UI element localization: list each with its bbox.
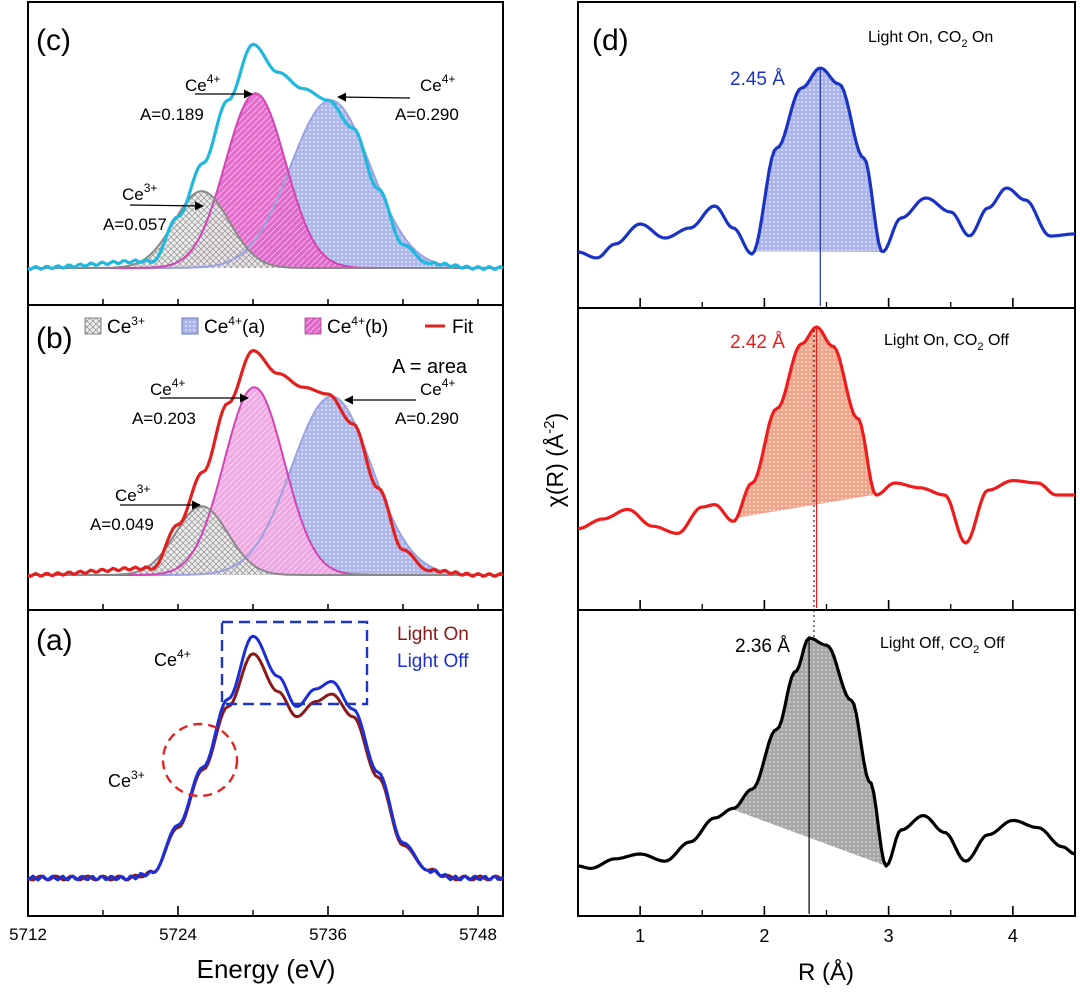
b-ce3-species: Ce3+ bbox=[115, 482, 150, 505]
fit-line bbox=[27, 42, 504, 271]
panel-a: (a) Ce4+ Ce3+ Light On Light Off bbox=[27, 620, 505, 882]
c-ce4a-species: Ce4+ bbox=[420, 72, 455, 95]
panel-label-a: (a) bbox=[36, 624, 73, 657]
d-row3-condition: Light Off, CO2 Off bbox=[880, 635, 1005, 656]
c-ce3-area: A=0.057 bbox=[103, 215, 167, 234]
b-area-note: A = area bbox=[392, 356, 468, 378]
ce4-region-box bbox=[220, 620, 369, 706]
a-spectra bbox=[27, 634, 505, 882]
light-off-line bbox=[27, 634, 505, 882]
legend-light-off: Light Off bbox=[397, 651, 469, 672]
b-ce3-area: A=0.049 bbox=[90, 515, 154, 534]
panel-label-c: (c) bbox=[36, 24, 71, 57]
legend-label-ce4a: Ce4+(a) bbox=[204, 314, 265, 338]
d-row2-distance: 2.42 Å bbox=[730, 332, 785, 353]
c-ce4a-area: A=0.290 bbox=[395, 105, 459, 124]
component-area-ce4b bbox=[28, 93, 503, 268]
panel-b: (b) Ce3+ Ce4+(a) Ce4+(b) Fit A = area Ce… bbox=[27, 314, 504, 578]
panel-label-d: (d) bbox=[592, 24, 629, 57]
panel-c: (c) Ce4+ A=0.189 Ce4+ A=0.290 Ce3+ A=0.0… bbox=[27, 24, 504, 271]
d-rdf-plots bbox=[577, 66, 1076, 914]
left-panels: (c) Ce4+ A=0.189 Ce4+ A=0.290 Ce3+ A=0.0… bbox=[9, 1, 505, 984]
c-ce4a-arrow bbox=[337, 92, 411, 102]
component-area-ce4b bbox=[28, 387, 503, 575]
left-x-tick-label: 5712 bbox=[9, 925, 47, 944]
peak-area-row3 bbox=[730, 638, 887, 866]
light-on-line bbox=[27, 652, 504, 882]
peak-area-row2 bbox=[737, 327, 880, 518]
legend-label-fit: Fit bbox=[452, 317, 474, 338]
right-x-tick-label: 1 bbox=[635, 926, 645, 946]
b-legend: Ce3+ Ce4+(a) Ce4+(b) Fit bbox=[84, 314, 474, 338]
rdf-line-row2 bbox=[577, 325, 1075, 545]
rdf-line-row3 bbox=[577, 636, 1076, 870]
d-row2-condition: Light On, CO2 Off bbox=[884, 332, 1010, 353]
left-x-tick-label: 5736 bbox=[309, 925, 347, 944]
right-panels: (d) Light On, CO2 On Light On, CO2 Off L… bbox=[541, 1, 1076, 986]
b-ce4a-area: A=0.290 bbox=[395, 409, 459, 428]
legend-label-ce4b: Ce4+(b) bbox=[327, 314, 388, 338]
c-ce4b-area: A=0.189 bbox=[140, 105, 204, 124]
right-x-axis: 1 2 3 4 bbox=[635, 298, 1018, 946]
legend-swatch-ce4b bbox=[304, 317, 322, 335]
left-x-tick-label: 5748 bbox=[459, 925, 497, 944]
legend-light-on: Light On bbox=[397, 624, 469, 645]
c-component-lines bbox=[27, 42, 504, 271]
left-x-tick-label: 5724 bbox=[159, 925, 197, 944]
fit-line bbox=[27, 349, 504, 578]
component-area-ce4a bbox=[28, 396, 503, 575]
component-area-ce4a bbox=[28, 100, 503, 268]
c-ce3-arrow bbox=[129, 201, 204, 211]
left-x-axis: 5712 5724 5736 5748 bbox=[9, 299, 497, 944]
left-x-axis-title: Energy (eV) bbox=[197, 954, 336, 984]
component-line-ce3 bbox=[28, 190, 503, 269]
a-ce4-label: Ce4+ bbox=[154, 647, 191, 670]
left-frame bbox=[27, 1, 504, 917]
b-component-fills bbox=[28, 387, 503, 575]
right-x-tick-label: 3 bbox=[884, 926, 894, 946]
peak-area-row1 bbox=[754, 68, 883, 252]
d-row1-condition: Light On, CO2 On bbox=[868, 29, 993, 50]
ce3-region-circle bbox=[161, 722, 239, 798]
b-ce4b-species: Ce4+ bbox=[150, 376, 185, 399]
c-ce3-species: Ce3+ bbox=[122, 181, 157, 204]
b-ce4a-species: Ce4+ bbox=[420, 376, 455, 399]
c-component-fills bbox=[28, 93, 503, 268]
right-x-tick-label: 2 bbox=[759, 926, 769, 946]
a-ce3-label: Ce3+ bbox=[108, 768, 145, 791]
rdf-line-row1 bbox=[577, 66, 1075, 260]
right-x-tick-label: 4 bbox=[1008, 926, 1018, 946]
c-ce4b-species: Ce4+ bbox=[185, 72, 220, 95]
legend-swatch-ce4a bbox=[181, 317, 199, 335]
panel-label-b: (b) bbox=[36, 322, 73, 355]
d-row3-distance: 2.36 Å bbox=[735, 636, 790, 657]
right-y-axis-title: χ(R) (Å-2) bbox=[541, 413, 568, 507]
b-ce4b-area: A=0.203 bbox=[132, 409, 196, 428]
b-component-lines bbox=[27, 349, 504, 578]
component-line-ce3 bbox=[28, 505, 503, 576]
legend-label-ce3: Ce3+ bbox=[107, 314, 145, 338]
right-x-axis-title: R (Å) bbox=[798, 958, 854, 986]
d-row1-distance: 2.45 Å bbox=[730, 69, 785, 90]
legend-swatch-ce3 bbox=[84, 317, 102, 335]
